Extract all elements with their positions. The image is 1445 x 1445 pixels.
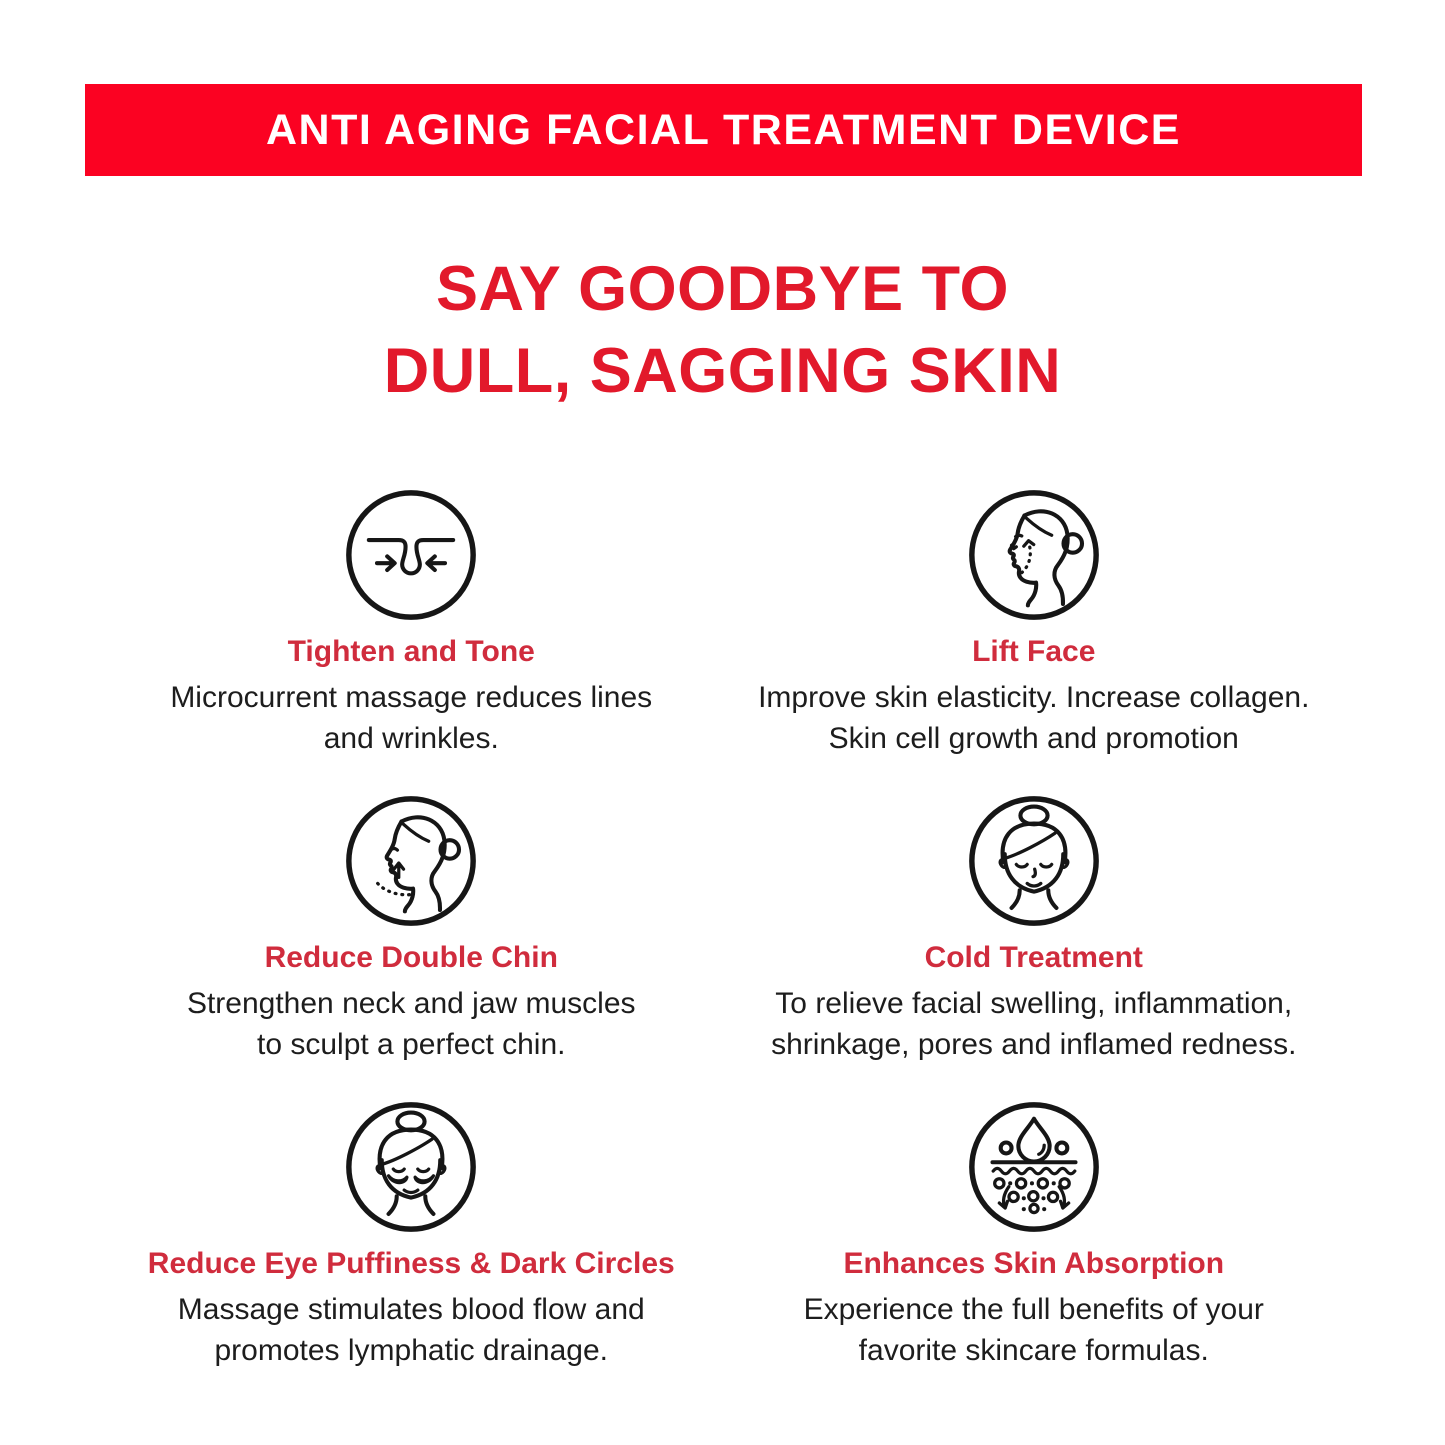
feature-reduce-double-chin: Reduce Double Chin Strengthen neck and j… [100, 793, 723, 1099]
features-grid: Tighten and Tone Microcurrent massage re… [100, 487, 1345, 1405]
wrinkle-tighten-icon [343, 487, 479, 623]
feature-title: Cold Treatment [924, 941, 1143, 974]
feature-lift-face: Lift Face Improve skin elasticity. Incre… [723, 487, 1346, 793]
feature-enhances-skin-absorption: Enhances Skin Absorption Experience the … [723, 1099, 1346, 1405]
feature-description: To relieve facial swelling, inflammation… [771, 987, 1297, 1061]
skin-absorption-icon [966, 1099, 1102, 1235]
feature-title: Reduce Eye Puffiness & Dark Circles [147, 1247, 675, 1280]
double-chin-profile-icon [343, 793, 479, 929]
feature-title: Lift Face [972, 635, 1096, 668]
feature-description: Experience the full benefits of your fav… [803, 1293, 1264, 1367]
feature-reduce-eye-puffiness: Reduce Eye Puffiness & Dark Circles Mass… [100, 1099, 723, 1405]
headline: SAY GOODBYE TO DULL, SAGGING SKIN [0, 248, 1445, 412]
feature-title: Enhances Skin Absorption [843, 1247, 1225, 1280]
feature-title: Reduce Double Chin [264, 941, 558, 974]
feature-tighten-and-tone: Tighten and Tone Microcurrent massage re… [100, 487, 723, 793]
face-lift-profile-icon [966, 487, 1102, 623]
feature-description: Strengthen neck and jaw muscles to sculp… [186, 987, 636, 1061]
top-banner: ANTI AGING FACIAL TREATMENT DEVICE [85, 84, 1362, 176]
feature-description: Massage stimulates blood flow and promot… [177, 1293, 645, 1367]
headline-line-2: DULL, SAGGING SKIN [383, 336, 1062, 406]
feature-description: Microcurrent massage reduces lines and w… [170, 681, 653, 755]
feature-description: Improve skin elasticity. Increase collag… [758, 681, 1310, 755]
feature-title: Tighten and Tone [287, 635, 535, 668]
eye-patches-face-icon [343, 1099, 479, 1235]
feature-cold-treatment: Cold Treatment To relieve facial swellin… [723, 793, 1346, 1099]
headline-line-1: SAY GOODBYE TO [435, 254, 1009, 324]
cold-treatment-face-icon [966, 793, 1102, 929]
banner-title: ANTI AGING FACIAL TREATMENT DEVICE [266, 105, 1181, 154]
